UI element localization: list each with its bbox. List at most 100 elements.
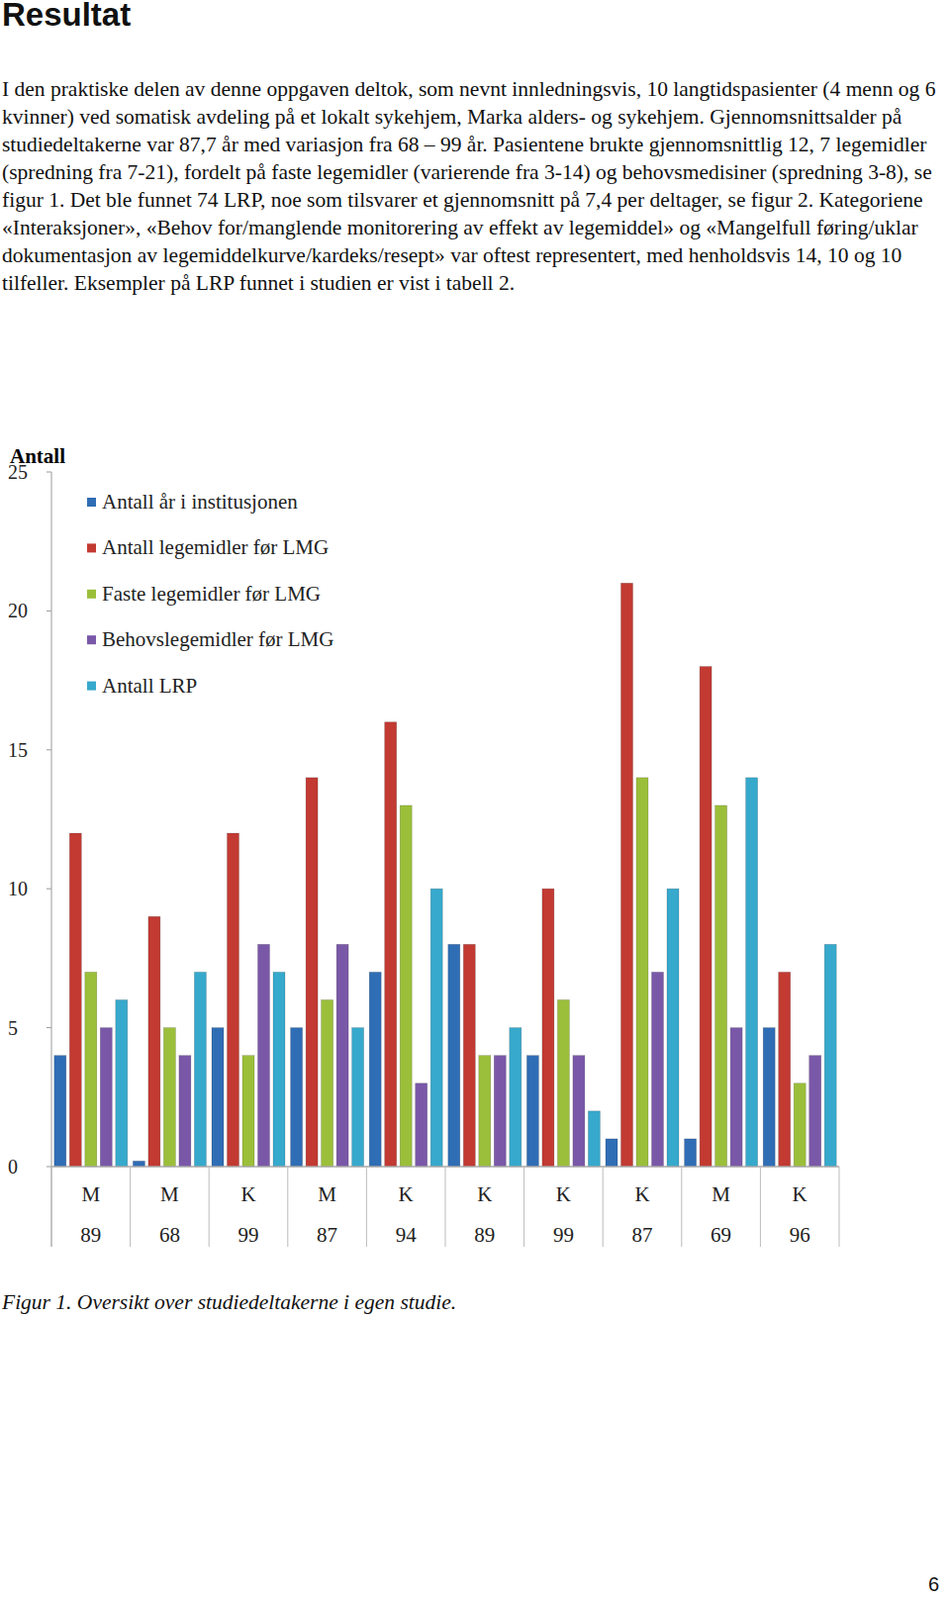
y-tick bbox=[46, 472, 52, 474]
y-tick-label: 20 bbox=[7, 599, 28, 622]
y-tick-label: 10 bbox=[7, 877, 28, 900]
bar bbox=[730, 1028, 743, 1167]
y-tick-label: 5 bbox=[7, 1017, 18, 1040]
bar bbox=[415, 1083, 428, 1167]
x-tick-label: K bbox=[634, 1182, 650, 1207]
x-tick-label: M bbox=[160, 1182, 180, 1207]
x-tick-label: M bbox=[711, 1182, 731, 1207]
bar bbox=[778, 971, 791, 1167]
bar bbox=[493, 1055, 506, 1167]
bar bbox=[699, 666, 712, 1167]
y-tick-label: 25 bbox=[7, 461, 28, 483]
bar bbox=[587, 1111, 600, 1167]
bar bbox=[242, 1055, 255, 1167]
bar bbox=[258, 944, 271, 1167]
bar bbox=[762, 1028, 775, 1167]
bar bbox=[179, 1055, 191, 1167]
bar bbox=[605, 1139, 618, 1167]
bar bbox=[321, 1000, 334, 1167]
legend-swatch bbox=[87, 497, 96, 507]
category-separator bbox=[366, 1166, 368, 1247]
bar bbox=[273, 971, 285, 1167]
bar bbox=[746, 777, 759, 1167]
y-axis bbox=[50, 472, 52, 1247]
bar bbox=[636, 777, 649, 1167]
bar bbox=[211, 1028, 224, 1167]
bar bbox=[715, 805, 728, 1167]
x-tick-label: 94 bbox=[395, 1223, 418, 1247]
bar bbox=[99, 1028, 112, 1167]
category-separator bbox=[445, 1166, 447, 1247]
category-separator bbox=[208, 1166, 210, 1247]
category-separator bbox=[839, 1166, 841, 1247]
y-tick bbox=[46, 610, 52, 612]
bar bbox=[448, 944, 461, 1167]
bar bbox=[463, 944, 475, 1167]
category-separator bbox=[523, 1166, 525, 1247]
legend-swatch bbox=[87, 635, 96, 645]
bar bbox=[163, 1028, 176, 1167]
x-tick-label: 87 bbox=[316, 1223, 338, 1247]
category-separator bbox=[680, 1166, 682, 1247]
bar bbox=[430, 888, 443, 1167]
bar bbox=[148, 916, 161, 1167]
bar bbox=[132, 1160, 145, 1167]
y-tick bbox=[46, 888, 52, 890]
bar bbox=[290, 1028, 303, 1167]
bar bbox=[557, 1000, 570, 1167]
category-separator bbox=[51, 1166, 53, 1247]
bar bbox=[384, 722, 397, 1167]
x-tick-label: 89 bbox=[474, 1223, 495, 1247]
bar bbox=[666, 888, 679, 1167]
category-separator bbox=[602, 1166, 604, 1247]
bar bbox=[352, 1028, 365, 1167]
bar bbox=[193, 971, 206, 1167]
chart: Antall0510152025M89M68K99M87K94K89K99K87… bbox=[0, 0, 950, 1600]
category-separator bbox=[286, 1166, 288, 1247]
bar bbox=[526, 1055, 539, 1167]
y-tick-label: 15 bbox=[7, 739, 28, 761]
caption: Figur 1. Oversikt over studiedeltakerne … bbox=[1, 1290, 457, 1316]
bar bbox=[809, 1055, 822, 1167]
bar bbox=[336, 944, 349, 1167]
x-tick-label: 69 bbox=[710, 1223, 732, 1247]
heading: Resultat bbox=[1, 0, 131, 34]
bar bbox=[509, 1028, 522, 1167]
legend-entry: Antall LRP bbox=[101, 673, 197, 698]
bar bbox=[369, 971, 381, 1167]
x-tick-label: 68 bbox=[159, 1223, 181, 1247]
bar bbox=[542, 888, 555, 1167]
legend-entry: Faste legemidler før LMG bbox=[101, 581, 321, 606]
x-tick-label: 99 bbox=[238, 1223, 260, 1247]
bar bbox=[572, 1055, 585, 1167]
legend-swatch bbox=[87, 681, 96, 691]
bar bbox=[824, 944, 837, 1167]
paragraph: I den praktiske delen av denne oppgaven … bbox=[1, 75, 948, 297]
x-tick-label: 89 bbox=[80, 1223, 101, 1247]
bar bbox=[652, 971, 665, 1167]
legend-swatch bbox=[87, 589, 96, 599]
x-tick-label: 99 bbox=[553, 1223, 574, 1247]
category-separator bbox=[129, 1166, 131, 1247]
category-separator bbox=[760, 1166, 761, 1247]
legend-entry: Antall legemidler før LMG bbox=[101, 535, 329, 560]
bar bbox=[85, 971, 97, 1167]
bar bbox=[305, 777, 318, 1167]
legend-entry: Antall år i institusjonen bbox=[101, 489, 298, 514]
bar bbox=[227, 833, 240, 1167]
bar bbox=[69, 833, 82, 1167]
x-tick-label: K bbox=[792, 1182, 808, 1207]
legend-entry: Behovslegemidler før LMG bbox=[101, 627, 334, 652]
y-tick bbox=[46, 1027, 52, 1029]
y-tick-label: 0 bbox=[7, 1155, 18, 1178]
x-tick-label: 87 bbox=[632, 1223, 654, 1247]
bar bbox=[399, 805, 412, 1167]
x-tick-label: K bbox=[476, 1182, 492, 1207]
x-tick-label: K bbox=[240, 1182, 256, 1207]
legend-swatch bbox=[87, 543, 96, 553]
x-tick-label: M bbox=[317, 1182, 337, 1207]
x-tick-label: K bbox=[398, 1182, 414, 1207]
bar bbox=[621, 582, 634, 1167]
bar bbox=[684, 1139, 697, 1167]
bar bbox=[54, 1055, 67, 1167]
